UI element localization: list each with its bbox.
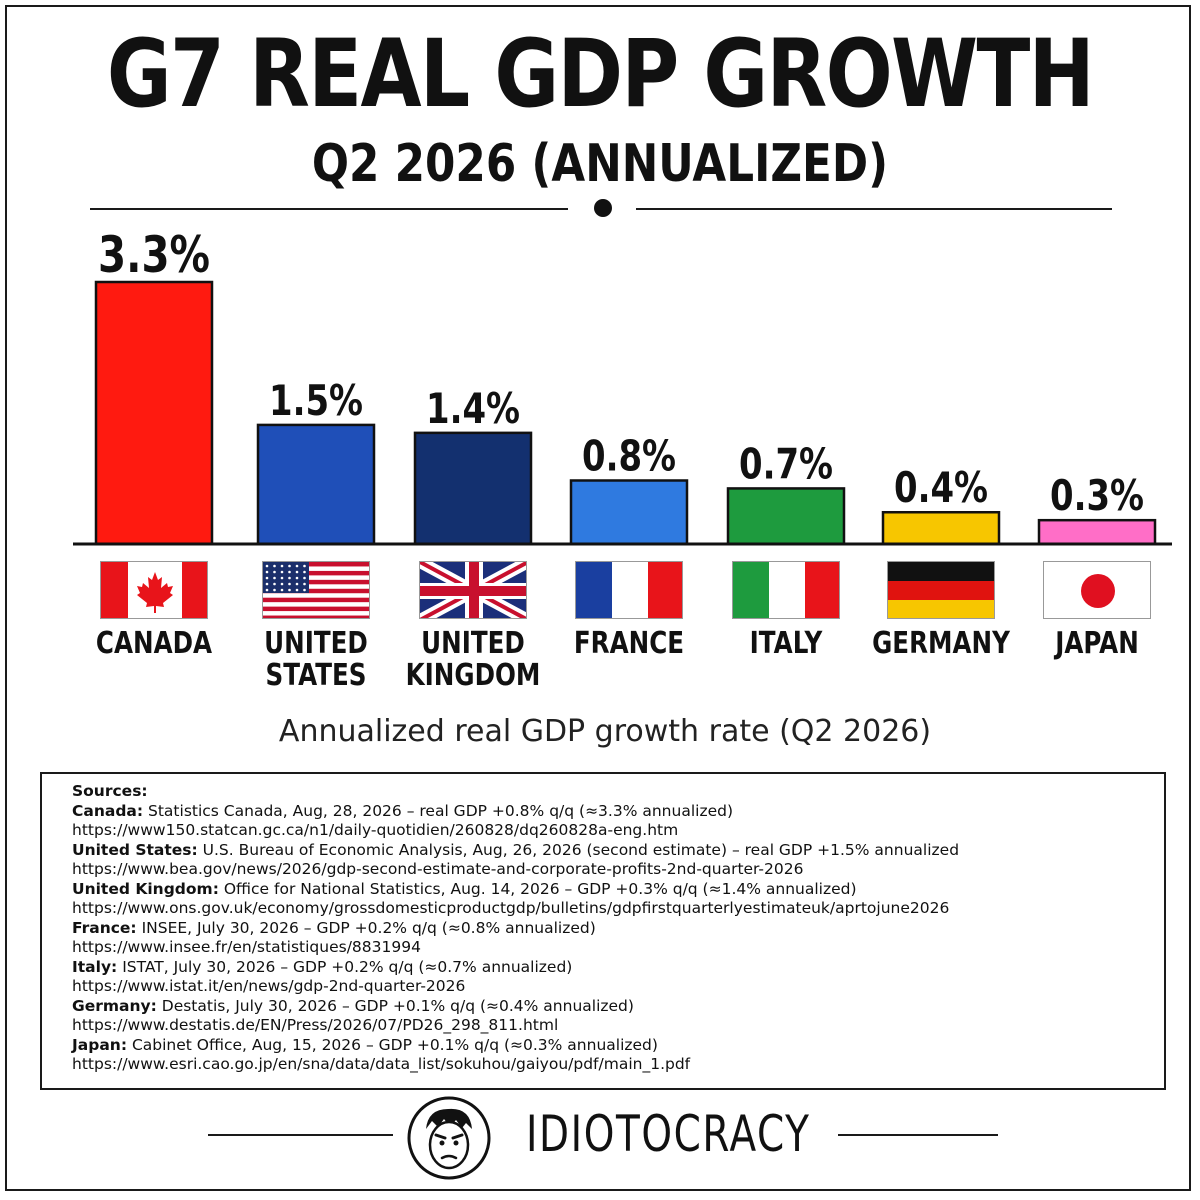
source-url[interactable]: https://www150.statcan.gc.ca/n1/daily-qu… (72, 821, 679, 839)
x-axis-label: Annualized real GDP growth rate (Q2 2026… (278, 714, 932, 749)
data-label-4: 0.7% (739, 439, 833, 488)
source-item: Germany: Destatis, July 30, 2026 – GDP +… (72, 997, 1164, 1035)
bar-5 (881, 510, 1001, 546)
data-label-1: 1.5% (269, 376, 363, 425)
data-label-6: 0.3% (1050, 471, 1144, 520)
source-item: United Kingdom: Office for National Stat… (72, 880, 1164, 918)
footer-line-right (838, 1134, 998, 1136)
data-label-3: 0.8% (582, 431, 676, 480)
source-url[interactable]: https://www.ons.gov.uk/economy/grossdome… (72, 899, 950, 917)
category-label-4: ITALY (749, 626, 823, 661)
chart-subtitle: Q2 2026 (ANNUALIZED) (311, 134, 889, 194)
bar-chart: 3.3% 1.5% 1.4% 0.8% 0.7% 0.4% 0.3% (73, 226, 1172, 546)
canada-flag (100, 561, 208, 619)
source-url[interactable]: https://www.istat.it/en/news/gdp-2nd-qua… (72, 977, 466, 995)
bar-0 (94, 280, 214, 546)
source-country: Italy: (72, 958, 118, 976)
source-item: France: INSEE, July 30, 2026 – GDP +0.2%… (72, 919, 1164, 957)
bar-6 (1037, 518, 1157, 546)
divider-dot (594, 199, 612, 217)
poster-frame (5, 5, 1191, 1191)
sources-list: Canada: Statistics Canada, Aug, 28, 2026… (72, 802, 1164, 1074)
sources-heading: Sources: (72, 782, 148, 800)
source-item: Italy: ISTAT, July 30, 2026 – GDP +0.2% … (72, 958, 1164, 996)
source-description: Cabinet Office, Aug, 15, 2026 – GDP +0.1… (127, 1036, 658, 1054)
footer-line-left (208, 1134, 393, 1136)
source-description: ISTAT, July 30, 2026 – GDP +0.2% q/q (≈0… (117, 958, 573, 976)
sources-box: Sources: Canada: Statistics Canada, Aug,… (40, 772, 1166, 1090)
source-country: Japan: (72, 1036, 128, 1054)
source-country: United Kingdom: (72, 880, 219, 898)
source-url[interactable]: https://www.esri.cao.go.jp/en/sna/data/d… (72, 1055, 691, 1073)
source-country: Canada: (72, 802, 144, 820)
category-label-0: CANADA (95, 626, 213, 661)
chart-title: G7 REAL GDP GROWTH (106, 20, 1095, 129)
source-description: Office for National Statistics, Aug. 14,… (218, 880, 857, 898)
category-label-6: JAPAN (1055, 626, 1139, 661)
data-label-5: 0.4% (894, 463, 988, 512)
category-label-1: UNITED STATES (264, 626, 368, 693)
divider-right (636, 208, 1112, 210)
source-item: Japan: Cabinet Office, Aug, 15, 2026 – G… (72, 1036, 1164, 1074)
source-country: United States: (72, 841, 198, 859)
source-item: Canada: Statistics Canada, Aug, 28, 2026… (72, 802, 1164, 840)
bar-2 (413, 431, 533, 546)
source-country: France: (72, 919, 137, 937)
united-kingdom-flag (419, 561, 527, 619)
japan-flag (1043, 561, 1151, 619)
data-label-2: 1.4% (426, 384, 520, 433)
category-label-5: GERMANY (872, 626, 1010, 661)
bar-1 (256, 423, 376, 546)
source-country: Germany: (72, 997, 157, 1015)
france-flag (575, 561, 683, 619)
source-url[interactable]: https://www.bea.gov/news/2026/gdp-second… (72, 860, 804, 878)
source-url[interactable]: https://www.destatis.de/EN/Press/2026/07… (72, 1016, 559, 1034)
grumpy-face-icon (406, 1095, 492, 1185)
united-states-flag (262, 561, 370, 619)
category-label-2: UNITED KINGDOM (405, 626, 541, 693)
source-description: Destatis, July 30, 2026 – GDP +0.1% q/q … (156, 997, 634, 1015)
italy-flag (732, 561, 840, 619)
brand-name: IDIOTOCRACY (526, 1105, 811, 1163)
bar-4 (726, 487, 846, 546)
germany-flag (887, 561, 995, 619)
source-description: U.S. Bureau of Economic Analysis, Aug, 2… (197, 841, 960, 859)
divider-left (90, 208, 568, 210)
source-description: Statistics Canada, Aug, 28, 2026 – real … (143, 802, 734, 820)
source-description: INSEE, July 30, 2026 – GDP +0.2% q/q (≈0… (136, 919, 596, 937)
source-item: United States: U.S. Bureau of Economic A… (72, 841, 1164, 879)
bar-3 (569, 479, 689, 546)
category-label-3: FRANCE (573, 626, 685, 661)
data-label-0: 3.3% (98, 226, 210, 284)
source-url[interactable]: https://www.insee.fr/en/statistiques/883… (72, 938, 421, 956)
